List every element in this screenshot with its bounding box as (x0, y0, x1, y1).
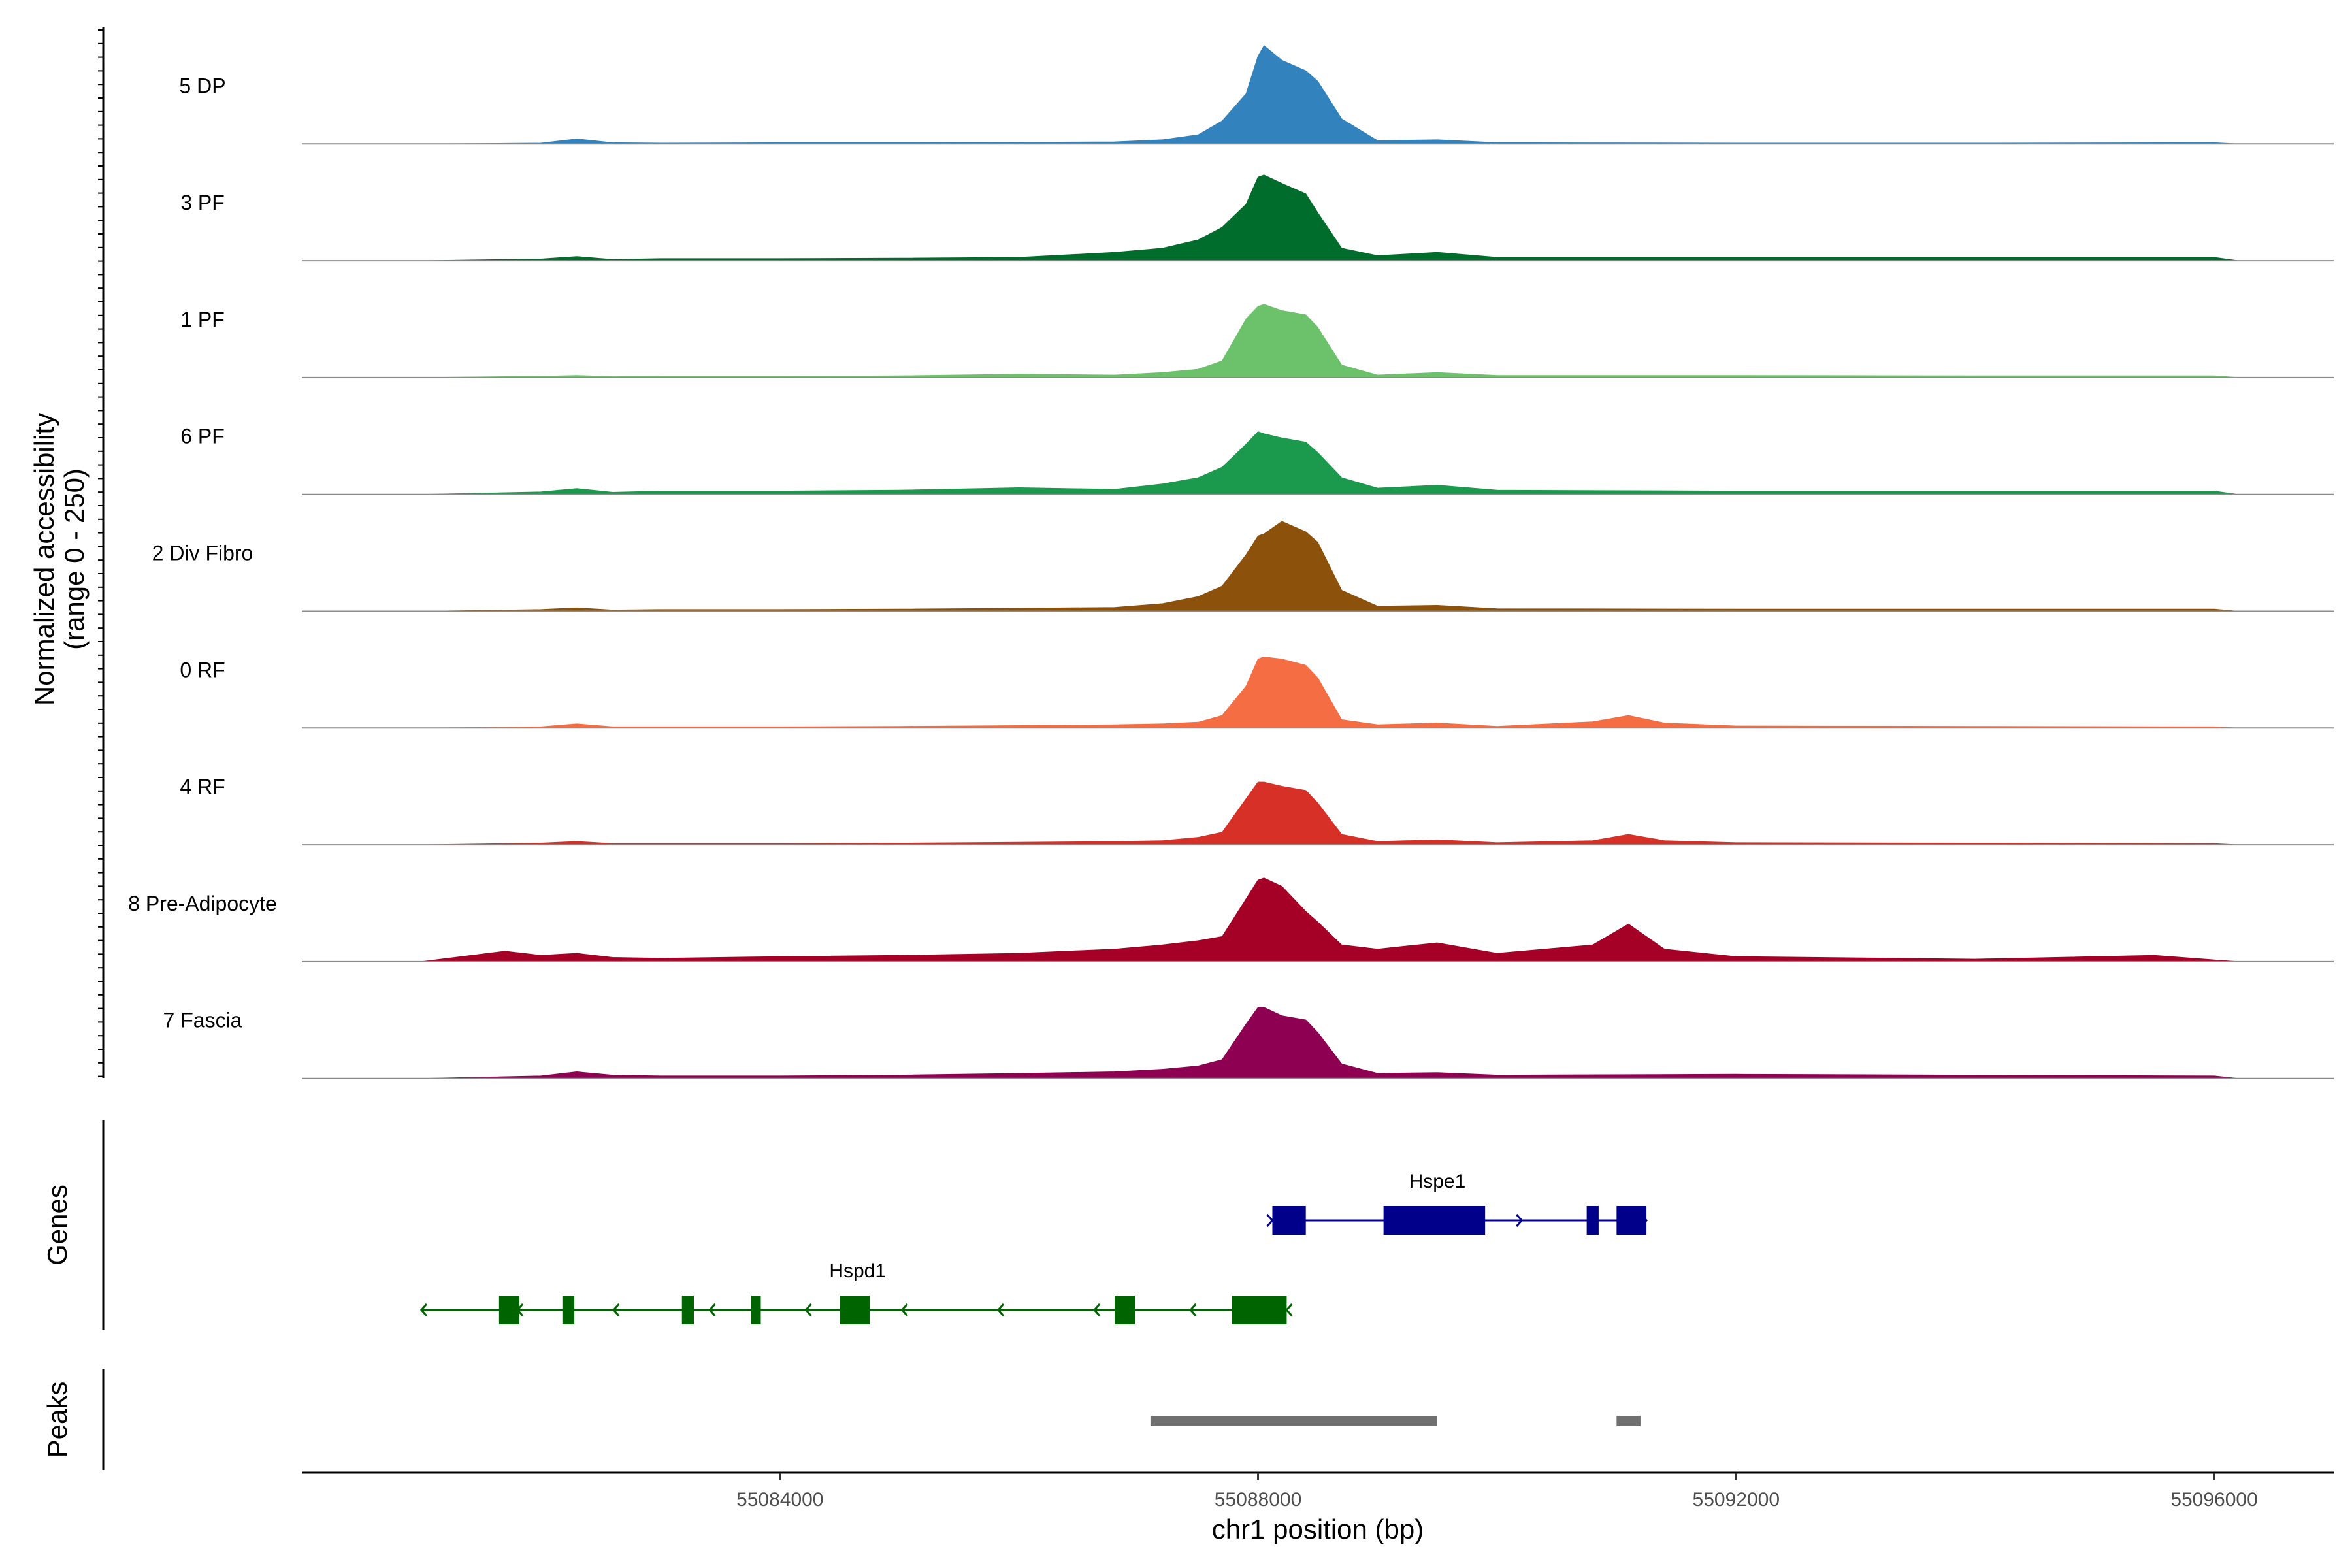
genes-panel-title: Genes (42, 1184, 73, 1266)
y-axis-title: Normalized accessibility (29, 413, 59, 706)
exon-hspd1 (1232, 1296, 1287, 1324)
strand-arrow (804, 1303, 812, 1316)
strand-arrow (708, 1303, 716, 1316)
coverage-area-0-rf (421, 656, 2238, 728)
strand-arrow (1266, 1214, 1274, 1227)
peaks-panel-title: Peaks (42, 1382, 73, 1458)
track-label-4-rf: 4 RF (180, 775, 225, 798)
strand-arrow (900, 1303, 908, 1316)
coverage-area-8-pre-adipocyte (421, 877, 2238, 962)
track-3-pf: 3 PF (180, 174, 2334, 262)
track-label-0-rf: 0 RF (180, 658, 225, 681)
track-label-1-pf: 1 PF (180, 308, 225, 331)
x-tick-label: 55088000 (1215, 1489, 1301, 1511)
track-8-pre-adipocyte: 8 Pre-Adipocyte (128, 877, 2334, 962)
track-2-div-fibro: 2 Div Fibro (152, 521, 2334, 612)
exon-hspd1 (681, 1296, 694, 1324)
gene-hspd1: Hspd1 (419, 1260, 1293, 1324)
gene-label-hspe1: Hspe1 (1409, 1171, 1466, 1192)
coverage-area-7-fascia (421, 1007, 2238, 1079)
exon-hspd1 (840, 1296, 870, 1324)
strand-arrow (996, 1303, 1005, 1316)
peaks-track (1150, 1416, 1641, 1426)
strand-arrow (1189, 1303, 1197, 1316)
peak-region (1150, 1416, 1437, 1426)
x-tick-label: 55084000 (736, 1489, 823, 1511)
strand-arrow (419, 1303, 428, 1316)
strand-arrow (612, 1303, 620, 1316)
track-6-pf: 6 PF (180, 425, 2334, 495)
track-label-6-pf: 6 PF (180, 425, 225, 448)
exon-hspe1 (1383, 1206, 1486, 1235)
strand-arrow (1285, 1303, 1293, 1316)
accessibility-tracks: 5 DP 3 PF 1 PF 6 PF 2 Div Fibro 0 RF 4 RF 8 Pre… (128, 45, 2334, 1079)
exon-hspe1 (1586, 1206, 1599, 1235)
coverage-area-3-pf (421, 174, 2238, 261)
y-axis-subtitle: (range 0 - 250) (59, 468, 90, 650)
track-1-pf: 1 PF (180, 304, 2334, 378)
exon-hspd1 (498, 1296, 519, 1324)
genes-track: Hspe1 Hspd1 (419, 1171, 1648, 1324)
strand-arrow (1093, 1303, 1101, 1316)
peak-region (1616, 1416, 1641, 1426)
gene-label-hspd1: Hspd1 (829, 1260, 886, 1282)
coverage-area-1-pf (421, 304, 2238, 378)
track-label-8-pre-adipocyte: 8 Pre-Adipocyte (128, 892, 277, 915)
exon-hspd1 (1115, 1296, 1135, 1324)
track-label-5-dp: 5 DP (179, 74, 225, 97)
tracks-y-ticks (98, 29, 103, 1077)
x-tick-label: 55092000 (1693, 1489, 1780, 1511)
gene-hspe1: Hspe1 (1266, 1171, 1648, 1235)
track-4-rf: 4 RF (180, 775, 2334, 846)
strand-arrow (1516, 1214, 1524, 1227)
coverage-area-5-dp (421, 45, 2238, 144)
coverage-area-4-rf (421, 781, 2238, 845)
track-label-2-div-fibro: 2 Div Fibro (152, 542, 253, 565)
x-axis-title: chr1 position (bp) (1212, 1514, 1424, 1544)
track-5-dp: 5 DP (179, 45, 2334, 145)
exon-hspd1 (562, 1296, 575, 1324)
track-0-rf: 0 RF (180, 656, 2334, 729)
coverage-area-6-pf (421, 431, 2238, 495)
track-label-7-fascia: 7 Fascia (163, 1009, 242, 1032)
x-axis-ticks: 55084000 55088000 55092000 55096000 (736, 1473, 2258, 1511)
exon-hspe1 (1616, 1206, 1647, 1235)
coverage-area-2-div-fibro (421, 521, 2238, 612)
exon-hspe1 (1272, 1206, 1306, 1235)
x-tick-label: 55096000 (2170, 1489, 2257, 1511)
track-7-fascia: 7 Fascia (163, 1007, 2334, 1079)
exon-hspd1 (751, 1296, 761, 1324)
track-label-3-pf: 3 PF (180, 191, 225, 214)
